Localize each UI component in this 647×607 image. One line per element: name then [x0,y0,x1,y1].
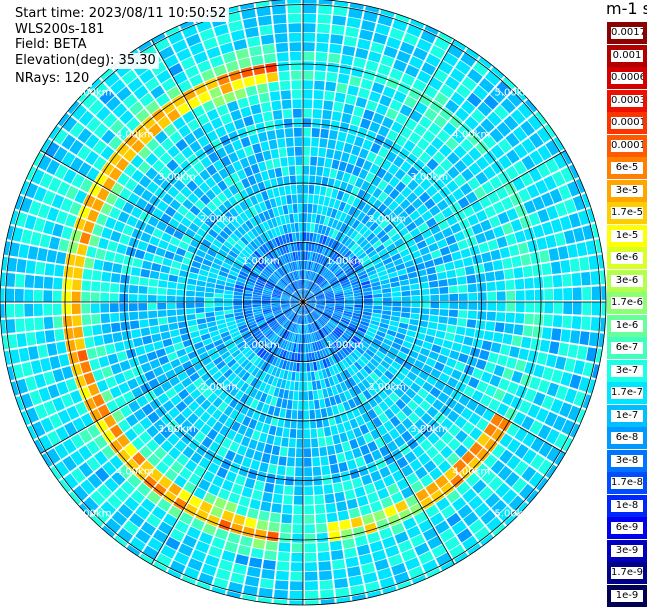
colorbar-swatch: 1e-9 [607,584,647,607]
range-label: 3.00km [410,424,448,435]
colorbar-swatch: 1.7e-8 [607,472,647,494]
azimuth-spoke [40,150,304,303]
range-label: 2.00km [368,214,406,225]
colorbar-swatch: 3e-5 [607,179,647,202]
colorbar-swatch: 1.7e-7 [607,382,647,404]
colorbar-tick-label: 1.7e-8 [611,477,643,489]
start-time-label: Start time: 2023/08/11 10:50:52 [12,6,230,22]
colorbar: 0.0017 0.001 0.0006 0.0003 0.00017 0.0001 6e-5… [607,22,647,607]
range-label: 3.00km [158,424,196,435]
colorbar-swatch: 0.0003 [607,89,647,112]
colorbar-tick-label: 3e-6 [611,274,643,287]
range-label: 4.00km [452,130,490,141]
colorbar-tick-label: 1e-5 [611,229,643,242]
colorbar-tick-label: 0.0001 [611,139,643,152]
azimuth-spoke [302,301,566,454]
range-labels: 1.00km 1.00km 1.00km 1.00km 2.00km 2.00km 2.00… [74,88,533,520]
colorbar-tick-label: 3e-8 [611,454,643,467]
colorbar-tick-label: 3e-9 [611,544,643,557]
range-label: 1.00km [242,256,280,267]
colorbar-tick-label: 1.7e-6 [611,297,643,309]
instrument-label: WLS200s-181 [12,22,108,38]
colorbar-tick-label: 3e-7 [611,364,643,377]
colorbar-tick-label: 6e-8 [611,432,643,444]
colorbar-swatch: 1e-6 [607,314,647,337]
range-label: 5.00km [494,88,532,99]
colorbar-swatch: 6e-8 [607,427,647,449]
colorbar-swatch: 6e-6 [607,247,647,269]
colorbar-tick-label: 1.7e-5 [611,207,643,219]
colorbar-tick-label: 0.00017 [611,117,643,129]
azimuth-spoke [151,39,304,303]
colorbar-tick-label: 1.7e-9 [611,567,643,579]
colorbar-swatch: 0.0017 [607,22,647,44]
colorbar-swatch: 0.00017 [607,112,647,134]
colorbar-swatch: 1e-7 [607,404,647,427]
range-label: 2.00km [200,214,238,225]
colorbar-tick-label: 1e-7 [611,409,643,422]
range-label: 4.00km [116,130,154,141]
colorbar-unit-label: m-1 sr-1 [606,0,647,18]
nrays-label: NRays: 120 [12,71,93,87]
colorbar-swatch: 6e-7 [607,337,647,359]
colorbar-swatch: 1.7e-5 [607,202,647,224]
colorbar-swatch: 0.001 [607,44,647,67]
range-label: 5.00km [494,508,532,519]
colorbar-swatch: 1e-8 [607,494,647,517]
colorbar-tick-label: 6e-9 [611,522,643,534]
colorbar-tick-label: 0.0006 [611,72,643,84]
colorbar-tick-label: 6e-7 [611,342,643,354]
polar-grid [0,0,607,606]
field-label: Field: BETA [12,37,90,53]
colorbar-tick-label: 1.7e-7 [611,387,643,399]
colorbar-swatch: 1.7e-9 [607,562,647,584]
colorbar-tick-label: 1e-9 [611,589,643,602]
range-label: 3.00km [410,172,448,183]
colorbar-swatch: 3e-6 [607,269,647,292]
colorbar-swatch: 6e-9 [607,517,647,539]
range-label: 5.00km [74,508,112,519]
azimuth-spoke [151,301,304,565]
colorbar-swatch: 6e-5 [607,157,647,179]
colorbar-tick-label: 6e-5 [611,162,643,174]
colorbar-tick-label: 0.0017 [611,27,643,39]
range-label: 4.00km [116,466,154,477]
azimuth-spoke [302,301,455,565]
azimuth-spoke [302,150,566,303]
azimuth-spoke [40,301,304,454]
colorbar-swatch: 3e-7 [607,359,647,382]
colorbar-swatch: 3e-9 [607,539,647,562]
colorbar-tick-label: 0.001 [611,49,643,62]
elevation-label: Elevation(deg): 35.30 [12,53,159,69]
range-label: 1.00km [326,340,364,351]
colorbar-swatch: 1e-5 [607,224,647,247]
range-label: 2.00km [200,382,238,393]
range-label: 5.00km [74,88,112,99]
colorbar-tick-label: 1e-6 [611,319,643,332]
range-label: 3.00km [158,172,196,183]
azimuth-spoke [302,39,455,303]
range-label: 4.00km [452,466,490,477]
backscatter-sectors [0,0,607,606]
colorbar-swatch: 0.0006 [607,67,647,89]
colorbar-tick-label: 3e-5 [611,184,643,197]
range-label: 1.00km [242,340,280,351]
colorbar-swatch: 3e-8 [607,449,647,472]
colorbar-tick-label: 0.0003 [611,94,643,107]
range-label: 2.00km [368,382,406,393]
range-label: 1.00km [326,256,364,267]
colorbar-swatch: 1.7e-6 [607,292,647,314]
colorbar-tick-label: 1e-8 [611,499,643,512]
colorbar-tick-label: 6e-6 [611,252,643,264]
colorbar-swatch: 0.0001 [607,134,647,157]
